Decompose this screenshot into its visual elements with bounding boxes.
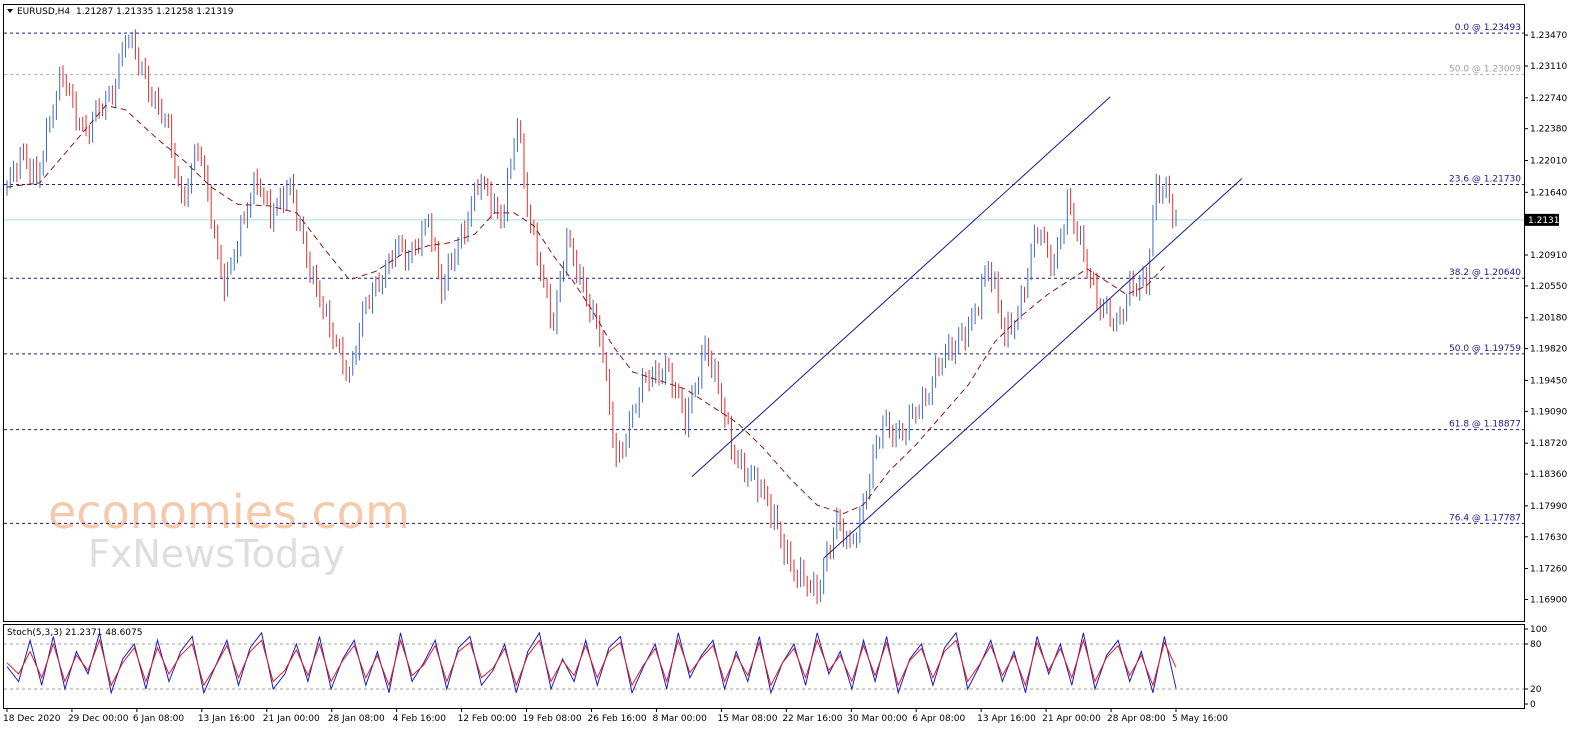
x-tick-label: 6 Jan 08:00 [133,714,185,724]
x-tick-label: 5 May 16:00 [1172,714,1228,724]
x-tick-label: 18 Dec 2020 [3,714,61,724]
stoch-y-tick-label: 80 [1530,640,1542,650]
y-tick-label: 1.23110 [1530,62,1567,72]
y-tick-label: 1.22010 [1530,157,1567,167]
channel-upper-line[interactable] [691,96,1111,478]
x-tick-label: 12 Feb 00:00 [458,714,517,724]
x-tick-label: 29 Dec 00:00 [68,714,129,724]
x-tick-label: 28 Jan 08:00 [328,714,385,724]
x-tick-label: 26 Feb 16:00 [588,714,647,724]
main-panel [3,4,1525,622]
symbol-label: EURUSD,H4 [17,7,70,17]
fib-label: 76.4 @ 1.17787 [1449,513,1521,523]
time-axis: 18 Dec 2020 29 Dec 00:00 6 Jan 08:00 13 Jan… [3,708,1228,724]
fib-label: 23.6 @ 1.21730 [1449,175,1521,185]
stoch-series-line [6,638,1177,687]
y-tick-label: 1.16900 [1530,596,1567,606]
price-axis: 1.23470 1.23110 1.22740 1.22380 1.22010 1.216… [1524,31,1567,606]
watermark-line2: FxNewsToday [88,532,345,576]
y-tick-label: 1.20180 [1530,314,1567,324]
ohlc-label: 1.21287 1.21335 1.21258 1.21319 [76,7,234,17]
current-price-badge [1525,213,1559,226]
y-tick-label: 1.20550 [1530,282,1567,292]
fib-label: 50.0 @ 1.19759 [1449,344,1521,354]
watermark-line1: economies.com [48,485,410,539]
fib-label: 61.8 @ 1.18877 [1449,420,1521,430]
x-tick-label: 21 Apr 00:00 [1042,714,1101,724]
x-tick-label: 22 Mar 16:00 [782,714,842,724]
x-tick-label: 13 Jan 16:00 [198,714,255,724]
stoch-y-tick-label: 20 [1530,685,1542,695]
y-tick-label: 1.21640 [1530,188,1567,198]
y-tick-label: 1.18360 [1530,470,1567,480]
y-tick-label: 1.17990 [1530,502,1567,512]
collapse-triangle-icon[interactable] [7,9,13,13]
y-tick-label: 1.18720 [1530,439,1567,449]
y-tick-label: 1.19450 [1530,376,1567,386]
x-tick-label: 19 Feb 08:00 [523,714,582,724]
x-tick-label: 30 Mar 00:00 [847,714,907,724]
fib-label: 38.2 @ 1.20640 [1449,268,1521,278]
y-tick-label: 1.22740 [1530,94,1567,104]
current-price-label: 1.21319 [1528,216,1565,226]
x-tick-label: 6 Apr 08:00 [912,714,965,724]
stoch-oscillator: 100 80 20 0 [4,625,1547,710]
y-tick-label: 1.22380 [1530,125,1567,135]
channel-lower-line[interactable] [823,178,1243,559]
trend-channel [691,96,1243,559]
y-tick-label: 1.17630 [1530,533,1567,543]
y-tick-label: 1.20910 [1530,251,1567,261]
stoch-y-tick-label: 100 [1530,625,1547,635]
x-tick-label: 4 Feb 16:00 [393,714,447,724]
stoch-y-tick-label: 0 [1530,700,1536,710]
x-tick-label: 8 Mar 00:00 [652,714,707,724]
y-tick-label: 1.19820 [1530,345,1567,355]
y-tick-label: 1.23470 [1530,31,1567,41]
y-tick-label: 1.19090 [1530,407,1567,417]
candles [6,29,1177,605]
stoch-label: Stoch(5,3,3) 21.2371 48.6075 [7,628,142,638]
x-tick-label: 15 Mar 08:00 [717,714,777,724]
fib-label: 0.0 @ 1.23493 [1455,23,1521,33]
y-tick-label: 1.17260 [1530,565,1567,575]
fib-label: 50.0 @ 1.23009 [1449,65,1521,75]
stoch-panel [3,624,1525,709]
x-tick-label: 21 Jan 00:00 [263,714,320,724]
x-tick-label: 13 Apr 16:00 [977,714,1036,724]
x-tick-label: 28 Apr 08:00 [1107,714,1166,724]
